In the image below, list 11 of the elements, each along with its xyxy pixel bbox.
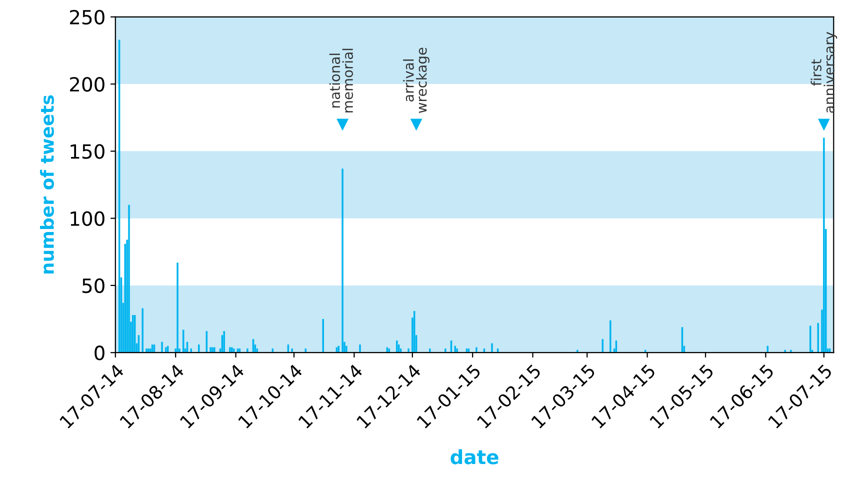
- y-tick-label: 150: [70, 144, 104, 159]
- y-tick-label: 200: [70, 77, 104, 92]
- annotation: arrival wreckage: [403, 48, 430, 113]
- annotation: national memorial: [329, 48, 354, 112]
- annotation: first anniversary: [810, 32, 838, 113]
- y-tick-label: 250: [70, 10, 104, 25]
- y-tick-label: 50: [82, 278, 104, 294]
- y-tick-label: 0: [94, 346, 104, 360]
- y-tick-label: 100: [70, 211, 104, 226]
- x-axis-title: date: [450, 449, 498, 464]
- y-axis-title: number of tweets: [40, 95, 54, 274]
